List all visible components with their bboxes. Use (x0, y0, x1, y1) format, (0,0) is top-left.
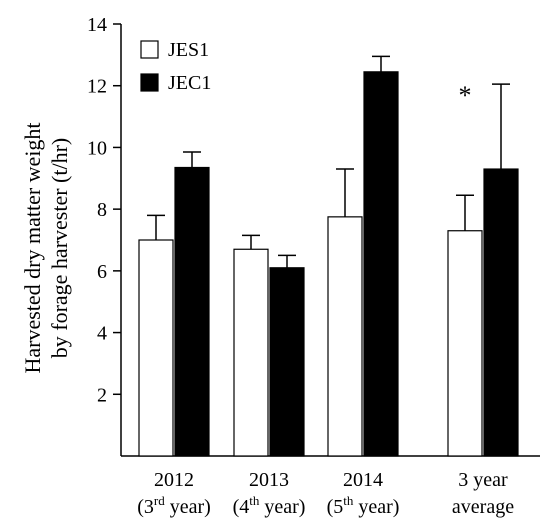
category-label-line2: average (452, 496, 514, 518)
legend: JES1 JEC1 (140, 39, 211, 94)
category-label-line1: 2014 (343, 469, 383, 491)
y-axis-label-line: by forage harvester (t/hr) (47, 138, 72, 359)
category-label-line1: 2012 (154, 469, 194, 491)
y-tick-label: 2 (97, 384, 107, 406)
significance-marker: * (459, 81, 472, 110)
plot-area: 2 4 6 8 10 12 14 Harvested dry matter weight by … (20, 14, 540, 518)
bar-JES1-3 (447, 230, 483, 457)
category-label-line2: (4th year) (233, 493, 306, 518)
y-tick-label: 6 (97, 261, 107, 283)
y-tick-label: 12 (87, 76, 107, 98)
category-label-line1: 3 year (458, 469, 508, 491)
y-tick-label: 14 (87, 14, 107, 36)
bar-JEC1-3 (483, 168, 519, 457)
bar-JEC1-2 (363, 71, 399, 457)
bar-JEC1-1 (269, 267, 305, 457)
legend-swatch-JES1 (140, 40, 159, 59)
category-label-line2: (5th year) (327, 493, 400, 518)
y-tick-label: 10 (87, 137, 107, 159)
y-tick-label: 4 (97, 323, 107, 345)
category-label-line2: (3rd year) (137, 493, 211, 518)
legend-swatch-JEC1 (140, 73, 159, 92)
legend-label-JEC1: JEC1 (168, 72, 211, 94)
legend-label-JES1: JES1 (168, 39, 209, 61)
bar-JEC1-0 (174, 166, 210, 457)
y-axis-label-line: Harvested dry matter weight (20, 122, 45, 373)
bar-JES1-2 (327, 216, 363, 457)
category-label-line1: 2013 (249, 469, 289, 491)
bar-JES1-1 (233, 248, 269, 457)
y-tick-label: 8 (97, 199, 107, 221)
bar-JES1-0 (138, 239, 174, 457)
